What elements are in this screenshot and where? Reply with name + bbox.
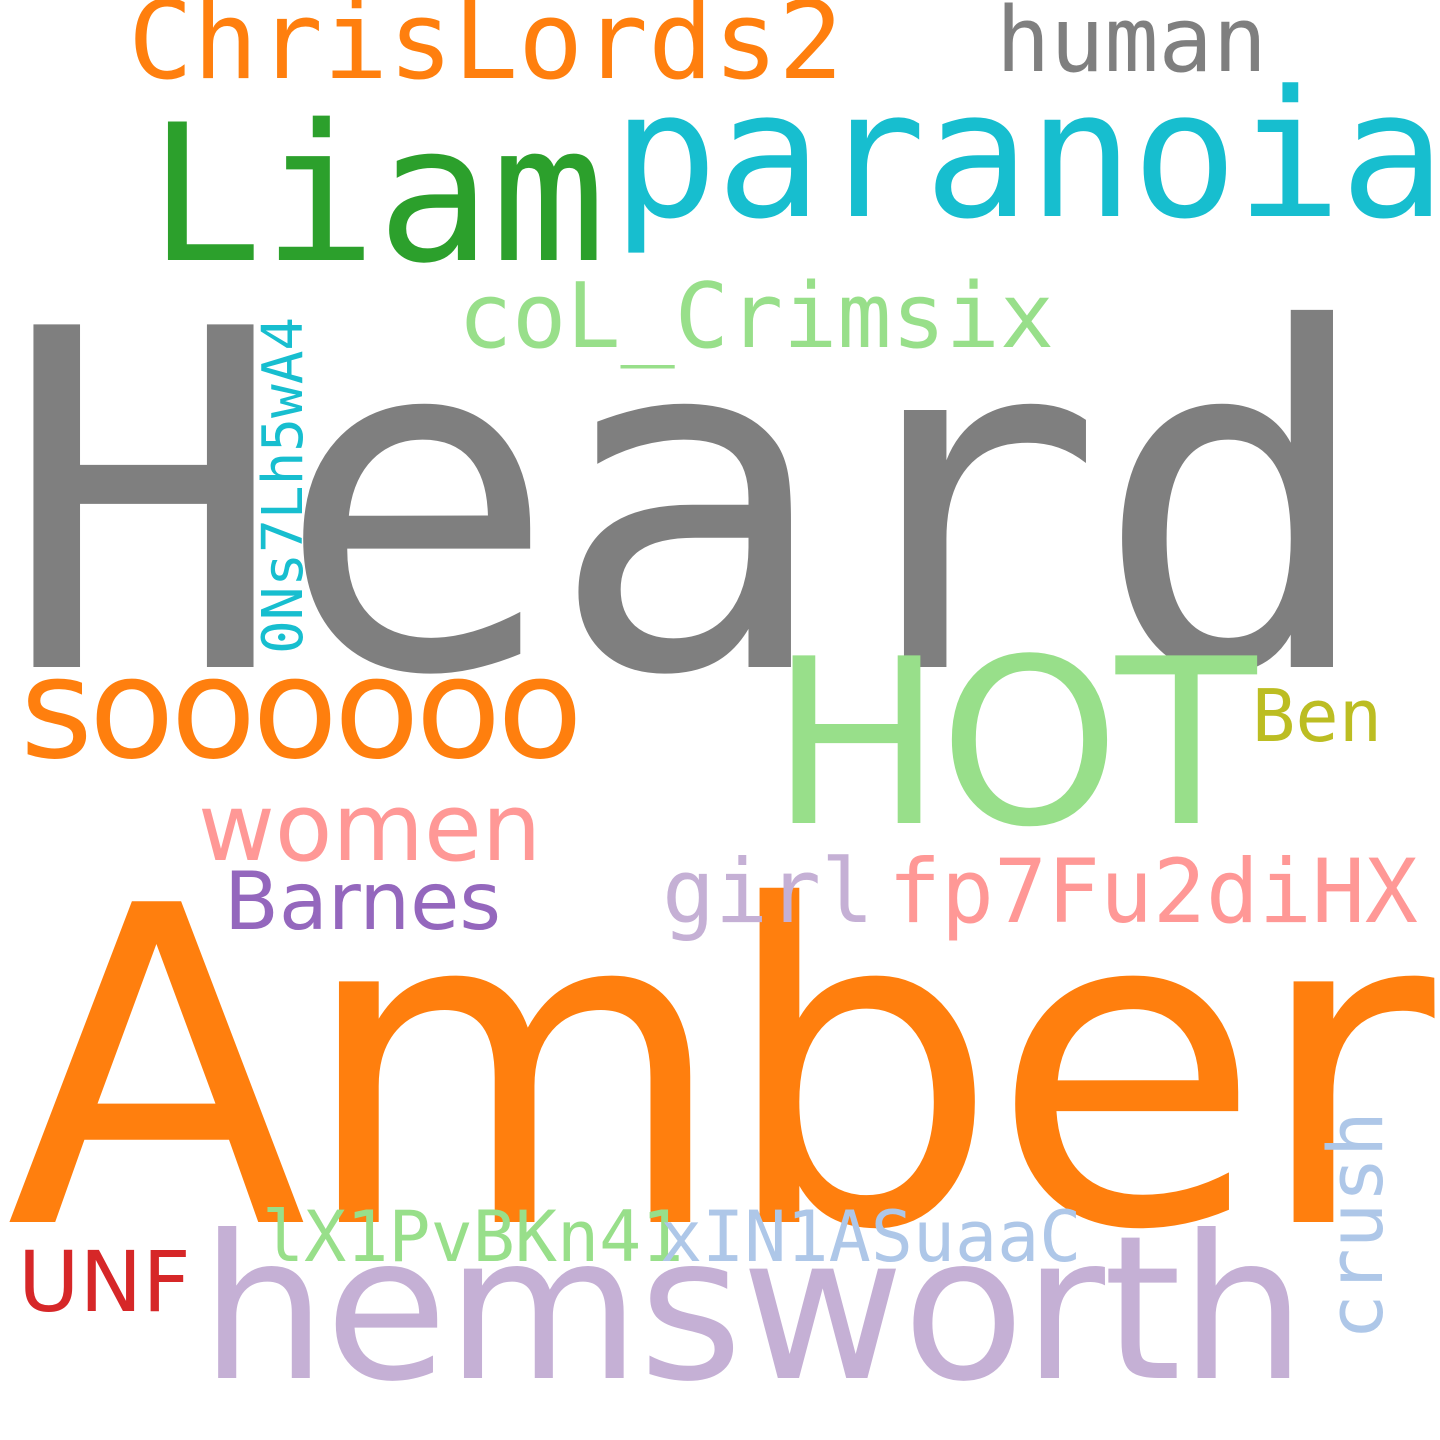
word-women: women: [198, 774, 542, 883]
word-heard: Heard: [2, 231, 1377, 778]
word-barnes: Barnes: [224, 855, 501, 948]
word-liam: Liam: [148, 84, 606, 305]
word-girl: girl: [662, 840, 874, 943]
word-amber: Amber: [6, 814, 1435, 1326]
word-ben: Ben: [1252, 674, 1383, 758]
word-lx1pvbkn41: lX1PvBKn41: [262, 1196, 684, 1278]
word-soooooo: soooooo: [20, 628, 583, 791]
word-chrislords2: ChrisLords2: [128, 0, 844, 104]
word-hemsworth: hemsworth: [200, 1193, 1306, 1426]
word-col-crimsix: coL_Crimsix: [458, 264, 1055, 369]
word-paranoia: paranoia: [612, 53, 1440, 258]
word-xin1asuaac: xIN1ASuaaC: [660, 1196, 1082, 1278]
word-human: human: [996, 0, 1267, 93]
word-hot: HOT: [770, 611, 1256, 878]
word-unf: UNF: [18, 1233, 191, 1331]
word-crush: crush: [1311, 1111, 1400, 1340]
word-fp7fu2dihx: fp7Fu2diHX: [888, 840, 1418, 943]
word-0ns7lh5wa4: 0Ns7Lh5wA4: [251, 316, 316, 654]
